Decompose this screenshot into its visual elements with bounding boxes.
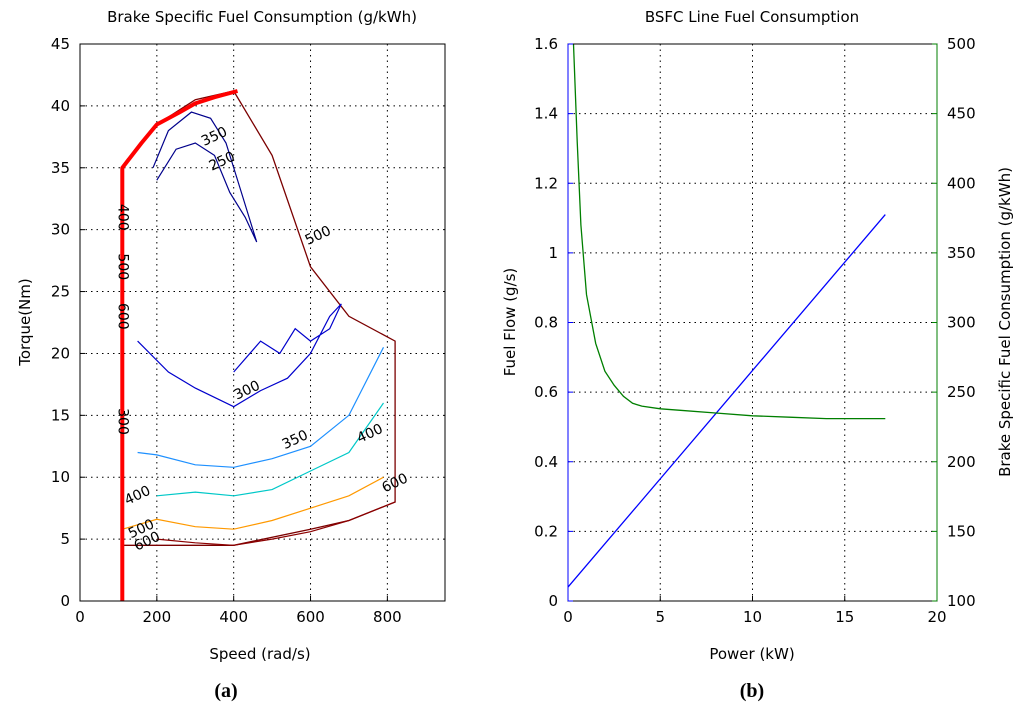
panel-b-y-tick-label-0: 0 <box>548 592 558 610</box>
panel-b-y-right-tick-label-0: 100 <box>947 592 976 610</box>
panel-a-x-tick-label-2: 400 <box>219 608 248 626</box>
panel-a-title: Brake Specific Fuel Consumption (g/kWh) <box>107 8 417 26</box>
panel-b-y-tick-label-1: 0.2 <box>534 522 558 540</box>
panel-b-y-axis-label-left: Fuel Flow (g/s) <box>501 268 519 377</box>
panel-a-contour-label-0: 400 <box>114 204 130 231</box>
panel-b-y-tick-label-4: 0.8 <box>534 314 558 332</box>
panel-a-contour-label-1: 500 <box>114 253 130 280</box>
panel-b-y-axis-label-right: Brake Specific Fuel Consumption (g/kWh) <box>996 167 1014 477</box>
panel-b-grid <box>568 44 937 601</box>
panel-b-x-axis-label: Power (kW) <box>709 645 794 663</box>
panel-a-contour-label-13: 500 <box>303 223 334 249</box>
panel-b-y-ticks-left: 0 0.2 0.4 0.6 0.8 1 1.2 1.4 1.6 <box>534 35 573 610</box>
panel-a-x-tick-label-4: 800 <box>373 608 402 626</box>
panel-b-line-chart: 0 5 10 15 20 0 0.2 0.4 0.6 0.8 1 1.2 1.4 1.6 100 150 2… <box>501 8 1014 702</box>
panel-a-x-tick-label-1: 200 <box>143 608 172 626</box>
panel-b-y-right-tick-label-4: 300 <box>947 314 976 332</box>
panel-b-series-fuel-flow <box>567 214 886 588</box>
panel-a-max-torque-line <box>120 89 239 601</box>
panel-b-y-right-tick-label-2: 200 <box>947 453 976 471</box>
panel-a-x-tick-label-0: 0 <box>75 608 85 626</box>
panel-a-y-tick-label-4: 20 <box>51 344 70 362</box>
panel-a-x-tick-label-3: 600 <box>296 608 325 626</box>
panel-a-contour-label-9: 400 <box>122 483 153 509</box>
panel-b-x-ticks: 0 5 10 15 20 <box>563 596 947 626</box>
panel-a-y-tick-label-9: 45 <box>51 35 70 53</box>
panel-a-contour-label-5: 250 <box>207 149 238 175</box>
panel-a-y-ticks: 0 5 10 15 20 25 30 35 40 45 <box>51 35 85 610</box>
panel-a-frame <box>79 43 446 602</box>
panel-a-contour-300-1 <box>137 303 342 408</box>
panel-a-contour-600-5 <box>156 501 396 546</box>
panel-a-y-tick-label-1: 5 <box>60 530 70 548</box>
panel-a-caption: (a) <box>214 680 237 702</box>
panel-b-x-tick-label-1: 5 <box>655 608 665 626</box>
panel-a-contour-label-6: 300 <box>232 378 263 404</box>
panel-b-y-right-tick-label-8: 500 <box>947 35 976 53</box>
panel-a-x-axis-label: Speed (rad/s) <box>209 645 310 663</box>
panel-b-x-tick-label-2: 10 <box>743 608 762 626</box>
panel-a-contour-label-3: 300 <box>114 408 130 435</box>
panel-b-y-tick-label-8: 1.6 <box>534 35 558 53</box>
panel-b-y-right-tick-label-3: 250 <box>947 383 976 401</box>
panel-a-contour-label-7: 350 <box>280 427 311 453</box>
panel-a-contour-250-0 <box>152 111 258 243</box>
panel-a-y-tick-label-0: 0 <box>60 592 70 610</box>
panel-b-y-right-tick-label-6: 400 <box>947 174 976 192</box>
panel-b-title: BSFC Line Fuel Consumption <box>645 8 859 26</box>
panel-b-y-right-tick-label-5: 350 <box>947 244 976 262</box>
panel-a-y-tick-label-2: 10 <box>51 468 70 486</box>
panel-b-plot-area <box>567 43 886 588</box>
panel-b-x-tick-label-4: 20 <box>927 608 946 626</box>
panel-b-x-tick-label-3: 15 <box>835 608 854 626</box>
panel-a-contour-label-8: 400 <box>355 421 386 447</box>
panel-b-y-tick-label-7: 1.4 <box>534 105 558 123</box>
panel-a-contour-350-2 <box>137 347 385 468</box>
panel-b-y-tick-label-5: 1 <box>548 244 558 262</box>
panel-a-x-ticks: 0 200 400 600 800 <box>75 596 402 626</box>
panel-a-contour-label-4: 350 <box>199 124 230 150</box>
panel-b-caption: (b) <box>740 680 764 702</box>
panel-b-y-right-tick-label-7: 450 <box>947 105 976 123</box>
panel-b-y-ticks-right: 100 150 200 250 300 350 400 450 500 <box>932 35 976 610</box>
panel-b-y-right-tick-label-1: 150 <box>947 522 976 540</box>
panel-b-y-tick-label-2: 0.4 <box>534 453 558 471</box>
panel-a-grid <box>80 44 445 601</box>
panel-a-y-tick-label-3: 15 <box>51 406 70 424</box>
panel-a-y-tick-label-8: 40 <box>51 97 70 115</box>
panel-a-y-tick-label-7: 35 <box>51 159 70 177</box>
panel-a-contour-400-3 <box>156 402 384 497</box>
panel-a-y-tick-label-6: 30 <box>51 221 70 239</box>
panel-a-contour-500-4 <box>122 476 384 530</box>
panel-b-x-tick-label-0: 0 <box>563 608 573 626</box>
panel-a-y-axis-label: Torque(Nm) <box>16 278 34 367</box>
panel-a-y-tick-label-5: 25 <box>51 283 70 301</box>
panel-b-y-tick-label-3: 0.6 <box>534 383 558 401</box>
panel-b-series-bsfc <box>572 43 886 420</box>
panel-b-y-tick-label-6: 1.2 <box>534 174 558 192</box>
panel-a-contour-label-2: 600 <box>114 303 130 330</box>
